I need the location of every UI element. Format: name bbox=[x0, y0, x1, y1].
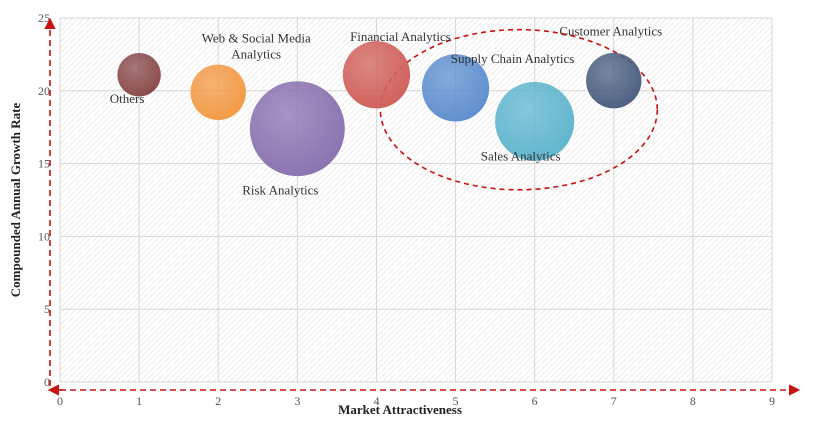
bubble-label: Sales Analytics bbox=[481, 148, 561, 163]
x-tick-label: 3 bbox=[294, 394, 300, 408]
bubble bbox=[421, 54, 490, 122]
bubble-label: Supply Chain Analytics bbox=[451, 51, 575, 66]
bubble bbox=[249, 81, 345, 177]
y-tick-label: 5 bbox=[44, 302, 50, 316]
x-tick-label: 7 bbox=[611, 394, 617, 408]
tick-labels: 0 1 2 3 4 5 6 7 8 9 0 5 10 15 20 25 bbox=[38, 11, 775, 408]
x-tick-label: 5 bbox=[453, 394, 459, 408]
y-tick-label: 10 bbox=[38, 229, 50, 243]
y-axis-title: Compounded Annual Growth Rate bbox=[8, 103, 23, 298]
bubble-label: Customer Analytics bbox=[559, 24, 662, 39]
x-tick-label: 1 bbox=[136, 394, 142, 408]
y-tick-label: 0 bbox=[44, 375, 50, 389]
plot-area bbox=[60, 18, 772, 382]
bubble bbox=[586, 52, 642, 109]
x-tick-label: 8 bbox=[690, 394, 696, 408]
bubble-label: Others bbox=[110, 91, 145, 106]
bubble-label: Web & Social Media Analytics bbox=[202, 30, 311, 61]
bubble-labels: Others Web & Social Media Analytics Risk An… bbox=[110, 24, 662, 198]
x-tick-label: 9 bbox=[769, 394, 775, 408]
x-tick-label: 0 bbox=[57, 394, 63, 408]
x-tick-label: 2 bbox=[215, 394, 221, 408]
bubbles bbox=[117, 41, 642, 177]
y-tick-label: 15 bbox=[38, 157, 50, 171]
bubble bbox=[495, 81, 575, 161]
highlight-ellipse bbox=[379, 28, 659, 191]
x-axis-title: Market Attractiveness bbox=[338, 402, 462, 417]
bubble-label: Risk Analytics bbox=[242, 183, 318, 198]
x-tick-label: 6 bbox=[532, 394, 538, 408]
bubble bbox=[190, 64, 246, 120]
x-tick-label: 4 bbox=[373, 394, 379, 408]
y-tick-label: 25 bbox=[38, 11, 50, 25]
y-tick-label: 20 bbox=[38, 84, 50, 98]
bubble bbox=[117, 53, 161, 97]
bubble-label: Financial Analytics bbox=[350, 29, 451, 44]
bubble bbox=[342, 41, 411, 109]
